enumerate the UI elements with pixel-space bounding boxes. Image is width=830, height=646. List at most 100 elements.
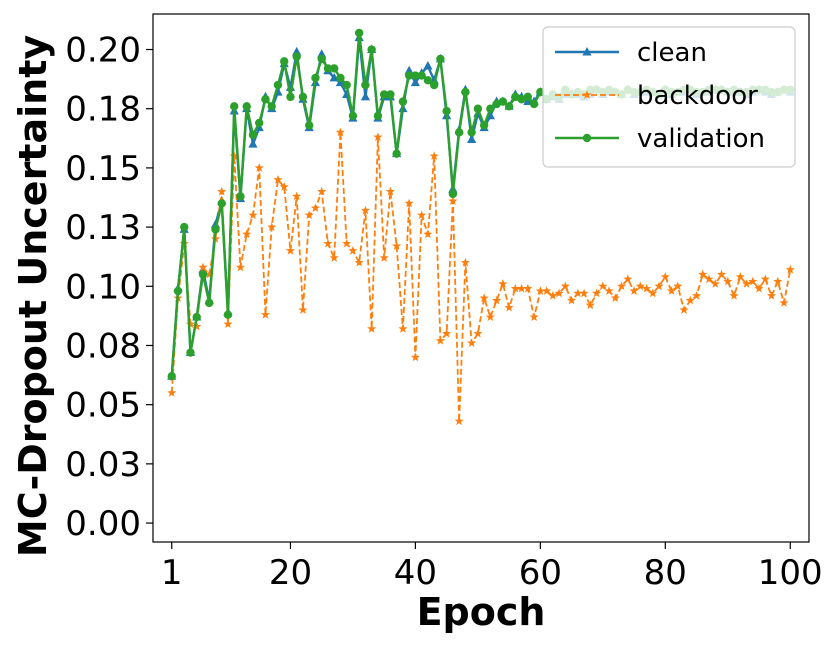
data-point-backdoor — [492, 295, 502, 305]
data-point-validation — [173, 286, 183, 296]
data-point-backdoor — [379, 253, 389, 262]
data-point-validation — [273, 80, 283, 90]
legend-marker — [582, 46, 592, 56]
data-point-validation — [230, 102, 239, 111]
data-point-validation — [379, 90, 389, 99]
data-point-backdoor — [785, 264, 795, 274]
y-tick-label: 0.10 — [65, 267, 141, 307]
data-point-clean — [410, 77, 420, 87]
data-point-validation — [205, 298, 214, 308]
data-point-validation — [298, 92, 308, 102]
data-point-backdoor — [373, 132, 383, 141]
data-point-backdoor — [360, 205, 370, 215]
data-point-backdoor — [317, 186, 327, 196]
data-point-clean — [360, 91, 371, 101]
data-point-validation — [498, 97, 508, 106]
x-axis: 1 20 40 60 80 100 — [161, 542, 823, 593]
data-point-backdoor — [310, 203, 320, 213]
data-point-backdoor — [710, 279, 720, 288]
data-point-backdoor — [548, 290, 558, 300]
data-point-backdoor — [504, 302, 514, 312]
data-point-backdoor — [535, 286, 545, 295]
data-point-backdoor — [298, 305, 308, 314]
data-point-validation — [411, 71, 420, 80]
data-point-backdoor — [554, 288, 564, 298]
y-tick-label: 0.08 — [65, 326, 141, 366]
data-point-validation — [448, 189, 458, 199]
data-point-backdoor — [673, 281, 683, 291]
data-point-validation — [267, 102, 276, 111]
data-point-backdoor — [448, 196, 458, 205]
data-point-validation — [429, 80, 439, 90]
data-point-backdoor — [192, 321, 202, 331]
data-point-backdoor — [398, 324, 408, 333]
data-point-validation — [329, 64, 339, 73]
data-point-backdoor — [723, 276, 733, 286]
data-point-backdoor — [410, 352, 420, 362]
data-point-backdoor — [760, 274, 770, 284]
data-point-backdoor — [648, 288, 658, 298]
data-point-backdoor — [479, 293, 489, 303]
y-axis-title: MC-Dropout Uncertainty — [11, 35, 55, 557]
data-point-backdoor — [435, 335, 445, 345]
data-point-validation — [261, 95, 270, 104]
legend-label: backdoor — [637, 81, 758, 111]
data-point-backdoor — [729, 290, 739, 300]
data-point-validation — [211, 225, 220, 234]
data-point-backdoor — [704, 274, 714, 284]
data-point-validation — [423, 76, 433, 85]
data-point-backdoor — [629, 286, 639, 295]
data-point-backdoor — [623, 274, 633, 284]
data-point-validation — [392, 149, 401, 158]
data-point-backdoor — [198, 262, 208, 272]
plot-frame — [152, 13, 810, 543]
data-point-backdoor — [417, 210, 427, 220]
data-point-backdoor — [229, 151, 239, 160]
data-point-validation — [192, 312, 201, 322]
data-point-backdoor — [273, 174, 283, 184]
data-point-backdoor — [498, 279, 508, 288]
data-point-backdoor — [610, 293, 620, 303]
data-point-validation — [336, 73, 345, 83]
data-point-backdoor — [248, 210, 258, 220]
data-point-backdoor — [598, 281, 608, 291]
data-point-validation — [436, 54, 445, 64]
y-tick-label: 0.13 — [65, 208, 141, 248]
data-point-validation — [529, 99, 539, 109]
data-point-backdoor — [579, 288, 589, 298]
y-tick-label: 0.03 — [65, 445, 141, 485]
data-point-validation — [442, 106, 451, 116]
data-point-backdoor — [260, 309, 271, 319]
data-point-validation — [304, 121, 314, 130]
data-point-backdoor — [635, 281, 645, 291]
data-point-backdoor — [185, 319, 196, 329]
data-point-validation — [186, 348, 195, 357]
legend-entry-clean: clean — [555, 38, 707, 68]
legend-entry-validation: validation — [555, 124, 765, 154]
data-point-backdoor — [748, 276, 758, 286]
data-point-clean — [248, 139, 258, 148]
data-point-backdoor — [679, 305, 689, 314]
y-tick-label: 0.20 — [65, 31, 141, 71]
data-point-backdoor — [741, 279, 752, 288]
y-axis: 0.00 0.03 0.05 0.08 0.10 0.13 0.15 0.18 0.20 — [65, 31, 153, 544]
data-point-validation — [461, 87, 470, 97]
data-point-validation — [280, 57, 289, 66]
data-point-backdoor — [523, 283, 533, 293]
data-point-validation — [473, 104, 483, 113]
data-point-validation — [217, 199, 226, 208]
x-tick-label: 60 — [519, 553, 562, 593]
data-point-backdoor — [779, 298, 789, 307]
legend-box — [542, 26, 796, 168]
data-point-validation — [242, 102, 251, 111]
series-backdoor — [167, 127, 795, 426]
data-point-validation — [386, 90, 395, 99]
data-point-clean — [467, 134, 477, 143]
data-point-backdoor — [335, 127, 345, 137]
data-point-backdoor — [348, 245, 358, 255]
data-point-backdoor — [442, 328, 452, 338]
data-point-validation — [417, 71, 426, 80]
data-point-validation — [317, 54, 326, 64]
data-point-validation — [167, 372, 176, 381]
data-point-backdoor — [604, 286, 614, 295]
